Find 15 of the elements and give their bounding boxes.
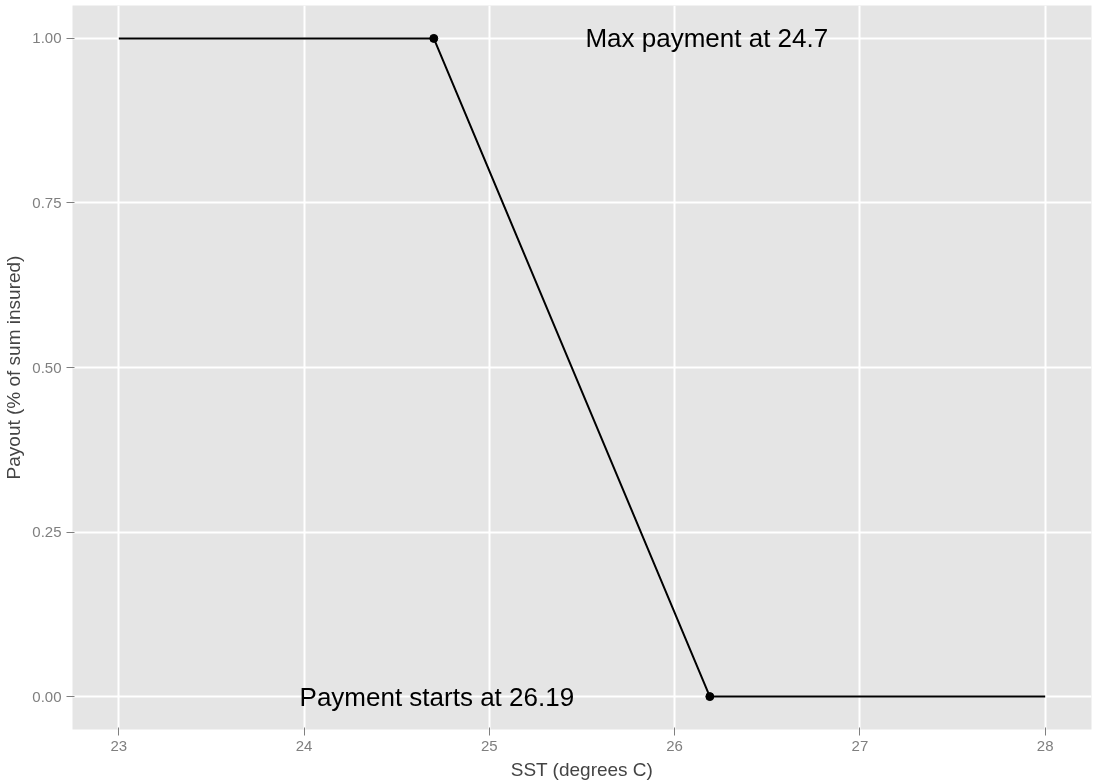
x-tick-label: 25 [481,736,498,754]
x-axis-title: SST (degrees C) [510,758,653,780]
x-tick-label: 28 [1036,736,1054,754]
x-tick-label: 24 [295,736,313,754]
x-tick-label: 26 [666,736,683,754]
x-tick-label: 23 [110,736,128,754]
x-tick-label: 27 [851,736,869,754]
annotation: Max payment at 24.7 [585,23,829,54]
annotation: Payment starts at 26.19 [299,681,575,712]
y-tick-label: 0.75 [32,193,62,211]
y-tick-label: 0.00 [32,687,62,705]
y-tick-label: 1.00 [32,29,62,47]
y-axis-title: Payout (% of sum insured) [3,255,25,480]
y-tick-label: 0.25 [32,523,62,541]
y-tick-label: 0.50 [32,358,62,376]
